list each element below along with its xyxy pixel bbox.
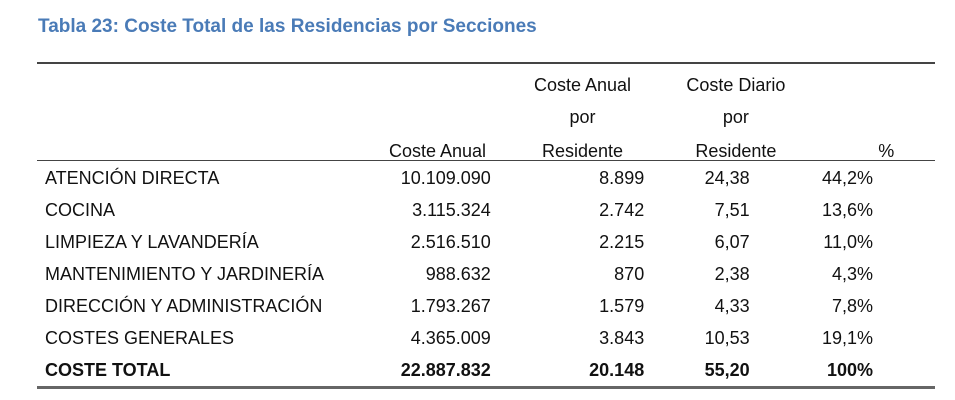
- row-value: 100%: [826, 359, 873, 380]
- table-row: COSTES GENERALES 4.365.009 3.843 10,53 19,1%: [37, 322, 935, 354]
- row-label: COSTE TOTAL: [45, 359, 171, 380]
- row-value: 20.148: [589, 359, 645, 380]
- row-value: 7,51: [714, 199, 750, 220]
- row-value: 3.115.324: [412, 199, 491, 220]
- row-value: 10,53: [704, 327, 750, 348]
- total-row: COSTE TOTAL 22.887.832 20.148 55,20 100%: [37, 354, 935, 386]
- row-value: 19,1%: [821, 327, 873, 348]
- table-row: COCINA 3.115.324 2.742 7,51 13,6%: [37, 194, 935, 226]
- row-value: 6,07: [714, 231, 750, 252]
- table-row: MANTENIMIENTO Y JARDINERÍA 988.632 870 2,38…: [37, 258, 935, 290]
- bottom-rule: [37, 386, 935, 389]
- row-label: MANTENIMIENTO Y JARDINERÍA: [45, 263, 325, 284]
- header-cell: Coste Diario: [686, 75, 786, 95]
- header-coste-diario-residente: Residente: [695, 141, 777, 161]
- row-value: 2,38: [714, 263, 750, 284]
- row-value: 870: [614, 263, 645, 284]
- header-coste-anual: Coste Anual: [388, 141, 487, 161]
- table-row: LIMPIEZA Y LAVANDERÍA 2.516.510 2.215 6,07 1…: [37, 226, 935, 258]
- row-value: 22.887.832: [400, 359, 491, 380]
- table-title: Tabla 23: Coste Total de las Residencias…: [38, 16, 537, 37]
- row-label: ATENCIÓN DIRECTA: [45, 167, 220, 188]
- row-value: 44,2%: [821, 167, 873, 188]
- row-value: 10.109.090: [400, 167, 491, 188]
- row-value: 3.843: [599, 327, 645, 348]
- table-row: ATENCIÓN DIRECTA 10.109.090 8.899 24,38 44,2…: [37, 162, 935, 194]
- row-value: 2.516.510: [410, 231, 491, 252]
- row-label: COSTES GENERALES: [45, 327, 235, 348]
- header-row-3: Coste Anual Residente Residente %: [37, 128, 935, 162]
- header-row-1: Coste Anual Coste Diario: [37, 64, 935, 96]
- header-percent: %: [878, 141, 895, 161]
- row-value: 2.742: [599, 199, 645, 220]
- row-value: 4,3%: [831, 263, 873, 284]
- row-value: 7,8%: [831, 295, 873, 316]
- header-row-2: por por: [37, 96, 935, 128]
- row-value: 55,20: [704, 359, 750, 380]
- cost-table: Coste Anual Coste Diario por por Coste A…: [37, 64, 935, 386]
- header-cell: por: [722, 107, 749, 127]
- row-value: 11,0%: [823, 231, 873, 252]
- header-cell: por: [569, 107, 596, 127]
- table-row: DIRECCIÓN Y ADMINISTRACIÓN 1.793.267 1.579…: [37, 290, 935, 322]
- header-rule: [37, 160, 935, 161]
- row-value: 4.365.009: [410, 327, 491, 348]
- header-cell: Coste Anual: [533, 75, 632, 95]
- row-label: LIMPIEZA Y LAVANDERÍA: [45, 231, 259, 252]
- row-value: 988.632: [425, 263, 491, 284]
- row-value: 4,33: [714, 295, 750, 316]
- row-value: 2.215: [599, 231, 645, 252]
- row-value: 24,38: [704, 167, 750, 188]
- header-coste-anual-residente: Residente: [541, 141, 624, 161]
- header-cell: [364, 64, 491, 96]
- row-value: 13,6%: [821, 199, 873, 220]
- row-value: 1.579: [599, 295, 645, 316]
- row-label: COCINA: [45, 199, 116, 220]
- row-value: 8.899: [599, 167, 645, 188]
- row-value: 1.793.267: [410, 295, 491, 316]
- row-label: DIRECCIÓN Y ADMINISTRACIÓN: [45, 295, 323, 316]
- top-rule: [37, 62, 935, 64]
